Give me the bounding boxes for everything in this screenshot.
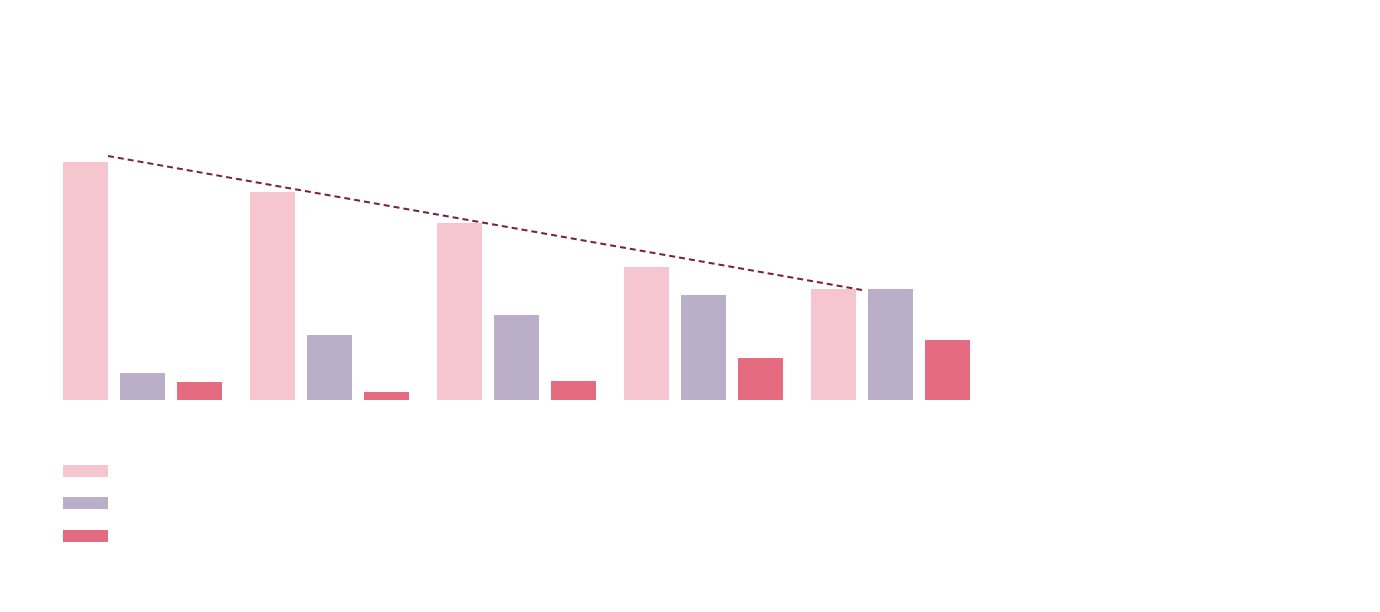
legend-swatch xyxy=(63,530,108,542)
bar xyxy=(63,162,108,400)
legend-swatch xyxy=(63,465,108,477)
bar xyxy=(494,315,539,400)
bar xyxy=(364,392,409,400)
bar xyxy=(250,192,295,400)
bar xyxy=(120,373,165,400)
trend-line xyxy=(107,155,863,291)
bar xyxy=(811,289,856,400)
bar xyxy=(925,340,970,400)
bar xyxy=(868,289,913,400)
bar xyxy=(681,295,726,400)
bar xyxy=(738,358,783,400)
bar xyxy=(307,335,352,400)
legend-swatch xyxy=(63,497,108,509)
bar xyxy=(437,223,482,400)
bar xyxy=(177,382,222,400)
bar xyxy=(624,267,669,400)
bar xyxy=(551,381,596,400)
